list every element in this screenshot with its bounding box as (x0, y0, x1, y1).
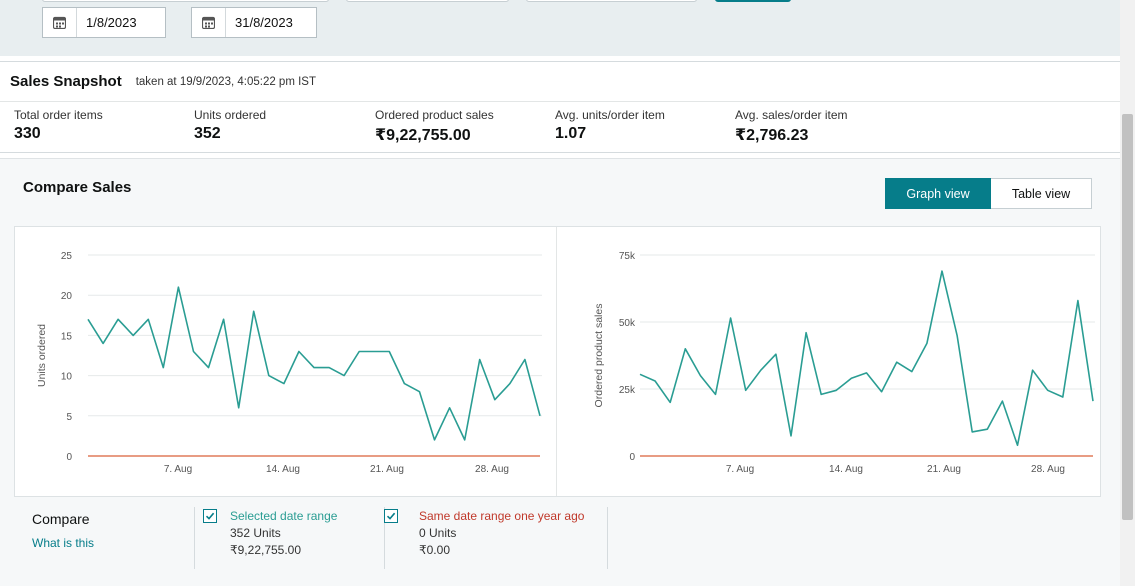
y-tick-label: 10 (61, 372, 73, 383)
x-tick-label: 21. Aug (370, 464, 404, 475)
x-tick-label: 28. Aug (475, 464, 509, 475)
filter-dropdown-2[interactable] (346, 0, 509, 2)
metric-label: Avg. sales/order item (735, 108, 848, 122)
snapshot-header: Sales Snapshot taken at 19/9/2023, 4:05:… (0, 62, 1120, 102)
ordered-product-sales-chart: 0 25k 50k 75k Ordered product sales 7. Aug 14.… (593, 251, 1095, 475)
legend-last-year: Same date range one year ago 0 Units ₹0.… (419, 509, 584, 557)
apply-button[interactable] (715, 0, 791, 2)
graph-view-button[interactable]: Graph view (885, 178, 991, 209)
y-tick-label: 5 (66, 412, 72, 423)
filter-bar: 1/8/2023 31/8/2023 (0, 0, 1120, 56)
y-tick-label: 50k (619, 318, 636, 329)
scrollbar-thumb[interactable] (1122, 114, 1133, 520)
metric-avg-units-per-order-item: Avg. units/order item 1.07 (555, 108, 665, 143)
legend-divider (607, 507, 608, 569)
y-tick-label: 25 (61, 251, 73, 262)
y-axis-title: Ordered product sales (593, 304, 605, 408)
chart-divider (556, 227, 557, 496)
selected-range-line (639, 270, 1094, 447)
x-tick-label: 7. Aug (164, 464, 192, 475)
selected-range-units: 352 Units (230, 526, 281, 540)
chart-legend: Compare What is this Selected date range… (14, 504, 1101, 584)
charts-container: 0 5 10 15 20 25 Units ordered 7. Aug 14. Aug 21. … (14, 226, 1101, 497)
selected-range-sales: ₹9,22,755.00 (230, 543, 302, 557)
compare-sales-panel: Compare Sales Graph view Table view 0 5 10… (0, 158, 1120, 586)
y-tick-label: 15 (61, 331, 73, 342)
x-tick-label: 14. Aug (266, 464, 300, 475)
legend-divider (194, 507, 195, 569)
page-scrollbar[interactable] (1120, 0, 1135, 586)
x-tick-label: 28. Aug (1031, 464, 1065, 475)
y-tick-label: 20 (61, 291, 73, 302)
metric-label: Ordered product sales (375, 108, 494, 122)
metric-total-order-items: Total order items 330 (14, 108, 103, 143)
metric-label: Units ordered (194, 108, 267, 122)
y-tick-label: 0 (629, 452, 635, 463)
legend-divider (384, 507, 385, 569)
metric-avg-sales-per-order-item: Avg. sales/order item ₹2,796.23 (735, 108, 848, 145)
calendar-icon[interactable] (43, 8, 77, 37)
what-is-this-link[interactable]: What is this (32, 536, 95, 550)
metric-label: Total order items (14, 108, 103, 122)
legend-selected-range: Selected date range 352 Units ₹9,22,755.… (230, 509, 337, 557)
y-axis-title: Units ordered (36, 324, 48, 387)
selected-range-name: Selected date range (230, 509, 338, 523)
end-date-field[interactable]: 31/8/2023 (191, 7, 317, 38)
x-tick-label: 14. Aug (829, 464, 863, 475)
end-date-value[interactable]: 31/8/2023 (235, 15, 293, 30)
metric-value: 330 (14, 125, 41, 142)
y-tick-label: 0 (66, 452, 72, 463)
compare-sales-title: Compare Sales (23, 179, 132, 196)
last-year-checkbox[interactable] (384, 509, 398, 523)
metric-ordered-product-sales: Ordered product sales ₹9,22,755.00 (375, 108, 494, 145)
metric-value: 352 (194, 125, 221, 142)
start-date-value[interactable]: 1/8/2023 (86, 15, 137, 30)
legend-compare-label: Compare (32, 511, 90, 527)
x-tick-label: 21. Aug (927, 464, 961, 475)
filter-dropdown-3[interactable] (526, 0, 697, 2)
calendar-icon[interactable] (192, 8, 226, 37)
last-year-name: Same date range one year ago (419, 509, 585, 523)
metric-value: ₹2,796.23 (735, 127, 809, 144)
checkmark-icon (386, 512, 396, 520)
units-ordered-chart: 0 5 10 15 20 25 Units ordered 7. Aug 14. Aug 21. … (36, 251, 542, 475)
selected-range-line (87, 286, 541, 441)
checkmark-icon (205, 512, 215, 520)
metric-label: Avg. units/order item (555, 108, 665, 122)
metric-value: ₹9,22,755.00 (375, 127, 471, 144)
sales-snapshot: Sales Snapshot taken at 19/9/2023, 4:05:… (0, 61, 1120, 153)
snapshot-title: Sales Snapshot (10, 73, 122, 90)
x-tick-label: 7. Aug (726, 464, 754, 475)
table-view-button[interactable]: Table view (991, 178, 1092, 209)
start-date-field[interactable]: 1/8/2023 (42, 7, 166, 38)
view-toggle: Graph view Table view (885, 178, 1092, 209)
metric-value: 1.07 (555, 125, 587, 142)
metric-units-ordered: Units ordered 352 (194, 108, 266, 143)
snapshot-timestamp: taken at 19/9/2023, 4:05:22 pm IST (135, 75, 316, 88)
filter-dropdown-1[interactable] (42, 0, 329, 2)
y-tick-label: 75k (619, 251, 636, 262)
last-year-sales: ₹0.00 (419, 543, 450, 557)
last-year-units: 0 Units (419, 526, 457, 540)
y-tick-label: 25k (619, 385, 636, 396)
selected-range-checkbox[interactable] (203, 509, 217, 523)
